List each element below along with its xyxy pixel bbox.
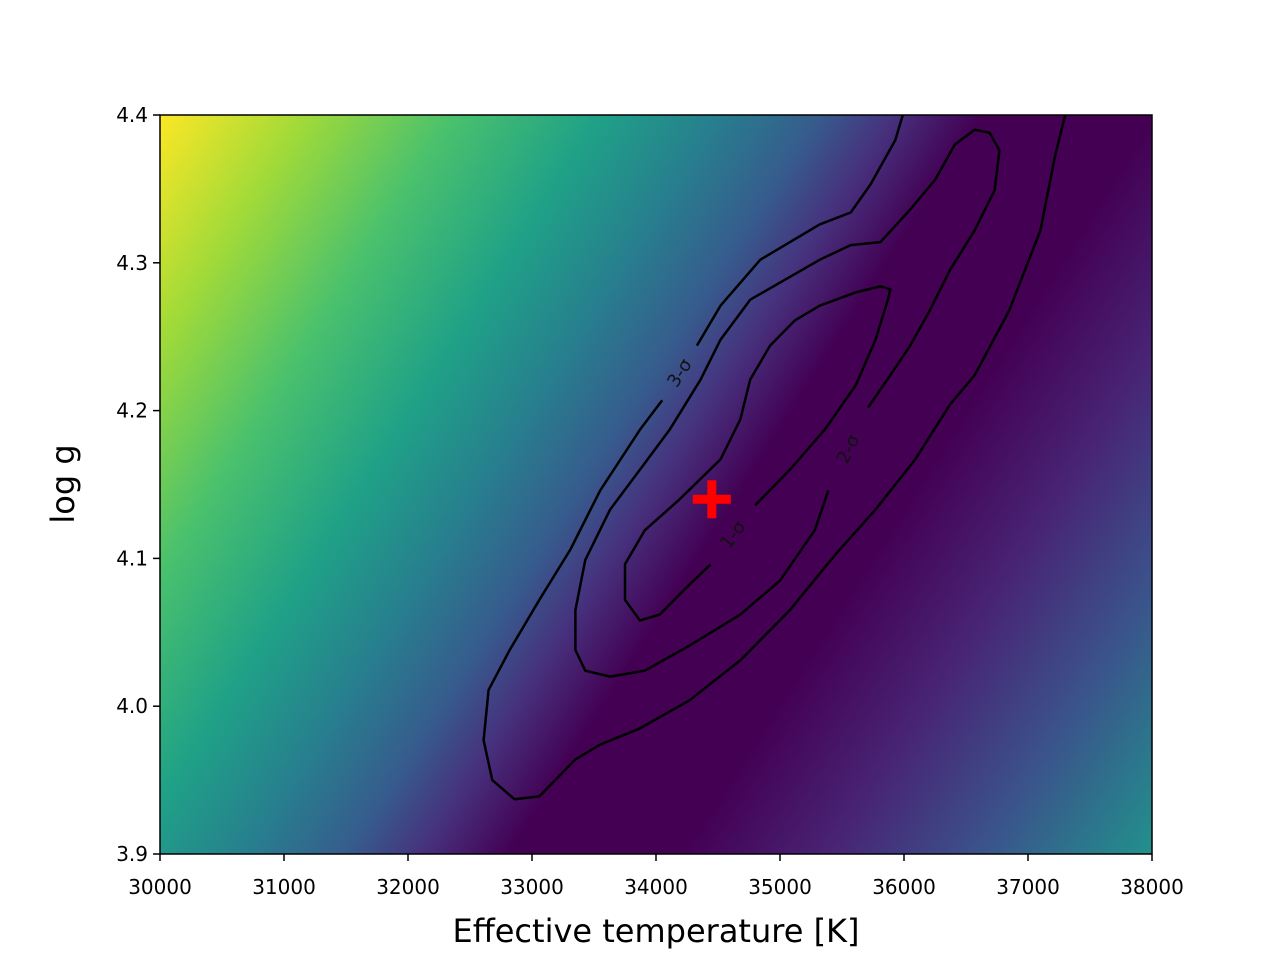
y-tick-label: 4.1 — [116, 546, 148, 570]
y-axis-label: log g — [44, 444, 82, 523]
y-tick-label: 4.3 — [116, 251, 148, 275]
x-tick-label: 36000 — [872, 875, 936, 899]
contour-line — [482, 115, 1067, 801]
x-tick-label: 35000 — [748, 875, 812, 899]
y-tick-label: 4.2 — [116, 399, 148, 423]
x-tick-label: 31000 — [252, 875, 316, 899]
x-tick-label: 33000 — [500, 875, 564, 899]
best-fit-marker — [692, 480, 731, 519]
x-tick-label: 32000 — [376, 875, 440, 899]
contour-line — [574, 128, 1001, 678]
contour-line — [623, 285, 892, 622]
heatmap — [160, 115, 1152, 854]
y-tick-label: 3.9 — [116, 842, 148, 866]
y-tick-label: 4.4 — [116, 103, 148, 127]
x-axis-label: Effective temperature [K] — [452, 912, 859, 950]
best-fit-cross — [692, 480, 731, 519]
x-tick-label: 30000 — [128, 875, 192, 899]
x-tick-label: 38000 — [1120, 875, 1184, 899]
x-tick-label: 34000 — [624, 875, 688, 899]
y-tick-label: 4.0 — [116, 694, 148, 718]
x-tick-label: 37000 — [996, 875, 1060, 899]
